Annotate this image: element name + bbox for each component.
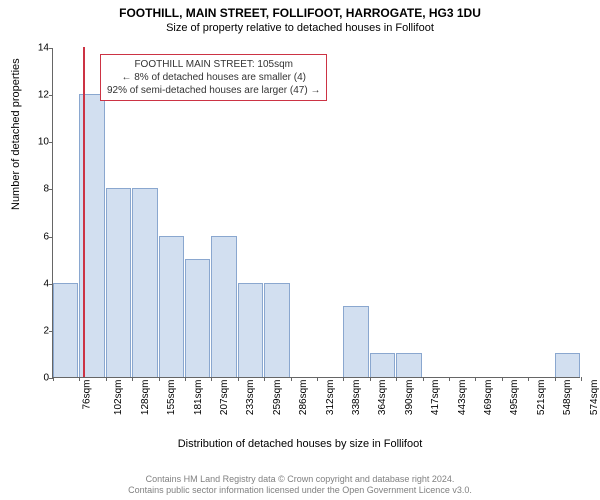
x-tick-label: 521sqm [536, 380, 547, 416]
histogram-bar [53, 283, 78, 377]
x-tick-mark [159, 377, 160, 381]
x-tick-label: 181sqm [193, 380, 204, 416]
x-tick-label: 390sqm [404, 380, 415, 416]
y-tick-label: 14 [23, 43, 49, 54]
histogram-bar [396, 353, 421, 377]
chart-area: 0246810121476sqm102sqm128sqm155sqm181sqm… [52, 48, 580, 378]
x-tick-label: 574sqm [589, 380, 600, 416]
y-tick-label: 12 [23, 90, 49, 101]
histogram-bar [264, 283, 289, 377]
x-tick-label: 364sqm [377, 380, 388, 416]
property-marker-line [83, 47, 85, 377]
histogram-bar [343, 306, 368, 377]
x-tick-mark [370, 377, 371, 381]
x-tick-mark [106, 377, 107, 381]
x-tick-mark [502, 377, 503, 381]
y-tick-mark [49, 48, 53, 49]
x-tick-mark [53, 377, 54, 381]
y-tick-label: 4 [23, 278, 49, 289]
histogram-bar [555, 353, 580, 377]
x-tick-label: 76sqm [82, 380, 93, 410]
x-tick-label: 207sqm [219, 380, 230, 416]
x-tick-label: 102sqm [113, 380, 124, 416]
info-line-3: 92% of semi-detached houses are larger (… [107, 84, 320, 97]
info-line-1: FOOTHILL MAIN STREET: 105sqm [107, 58, 320, 71]
info-line-2: ← 8% of detached houses are smaller (4) [107, 71, 320, 84]
y-tick-mark [49, 142, 53, 143]
x-tick-mark [396, 377, 397, 381]
histogram-bar [238, 283, 263, 377]
footer-line-1: Contains HM Land Registry data © Crown c… [0, 474, 600, 485]
x-tick-label: 233sqm [245, 380, 256, 416]
x-tick-mark [291, 377, 292, 381]
x-tick-mark [238, 377, 239, 381]
x-tick-label: 443sqm [457, 380, 468, 416]
y-tick-label: 6 [23, 231, 49, 242]
x-tick-mark [475, 377, 476, 381]
x-tick-mark [317, 377, 318, 381]
histogram-bar [132, 188, 157, 377]
y-axis-label: Number of detached properties [10, 58, 22, 210]
x-tick-label: 286sqm [298, 380, 309, 416]
x-tick-mark [423, 377, 424, 381]
x-tick-mark [555, 377, 556, 381]
histogram-bar [370, 353, 395, 377]
x-tick-label: 259sqm [272, 380, 283, 416]
x-tick-mark [449, 377, 450, 381]
x-tick-mark [528, 377, 529, 381]
x-axis-label: Distribution of detached houses by size … [0, 438, 600, 450]
x-tick-mark [581, 377, 582, 381]
info-box: FOOTHILL MAIN STREET: 105sqm ← 8% of det… [100, 54, 327, 101]
x-tick-mark [343, 377, 344, 381]
x-tick-label: 495sqm [509, 380, 520, 416]
y-tick-mark [49, 237, 53, 238]
y-tick-label: 10 [23, 137, 49, 148]
y-tick-label: 0 [23, 373, 49, 384]
y-tick-mark [49, 95, 53, 96]
histogram-bar [211, 236, 236, 377]
histogram-bar [185, 259, 210, 377]
y-tick-mark [49, 189, 53, 190]
x-tick-mark [185, 377, 186, 381]
chart-title: FOOTHILL, MAIN STREET, FOLLIFOOT, HARROG… [0, 0, 600, 20]
x-tick-label: 338sqm [351, 380, 362, 416]
y-tick-label: 8 [23, 184, 49, 195]
x-tick-label: 155sqm [166, 380, 177, 416]
x-tick-label: 469sqm [483, 380, 494, 416]
histogram-bar [159, 236, 184, 377]
x-tick-mark [132, 377, 133, 381]
footer-line-2: Contains public sector information licen… [0, 485, 600, 496]
x-tick-mark [79, 377, 80, 381]
x-tick-label: 128sqm [140, 380, 151, 416]
x-tick-label: 312sqm [325, 380, 336, 416]
histogram-bar [106, 188, 131, 377]
x-tick-mark [264, 377, 265, 381]
y-tick-label: 2 [23, 325, 49, 336]
x-tick-label: 417sqm [430, 380, 441, 416]
x-tick-mark [211, 377, 212, 381]
x-tick-label: 548sqm [562, 380, 573, 416]
chart-subtitle: Size of property relative to detached ho… [0, 20, 600, 34]
footer: Contains HM Land Registry data © Crown c… [0, 474, 600, 497]
